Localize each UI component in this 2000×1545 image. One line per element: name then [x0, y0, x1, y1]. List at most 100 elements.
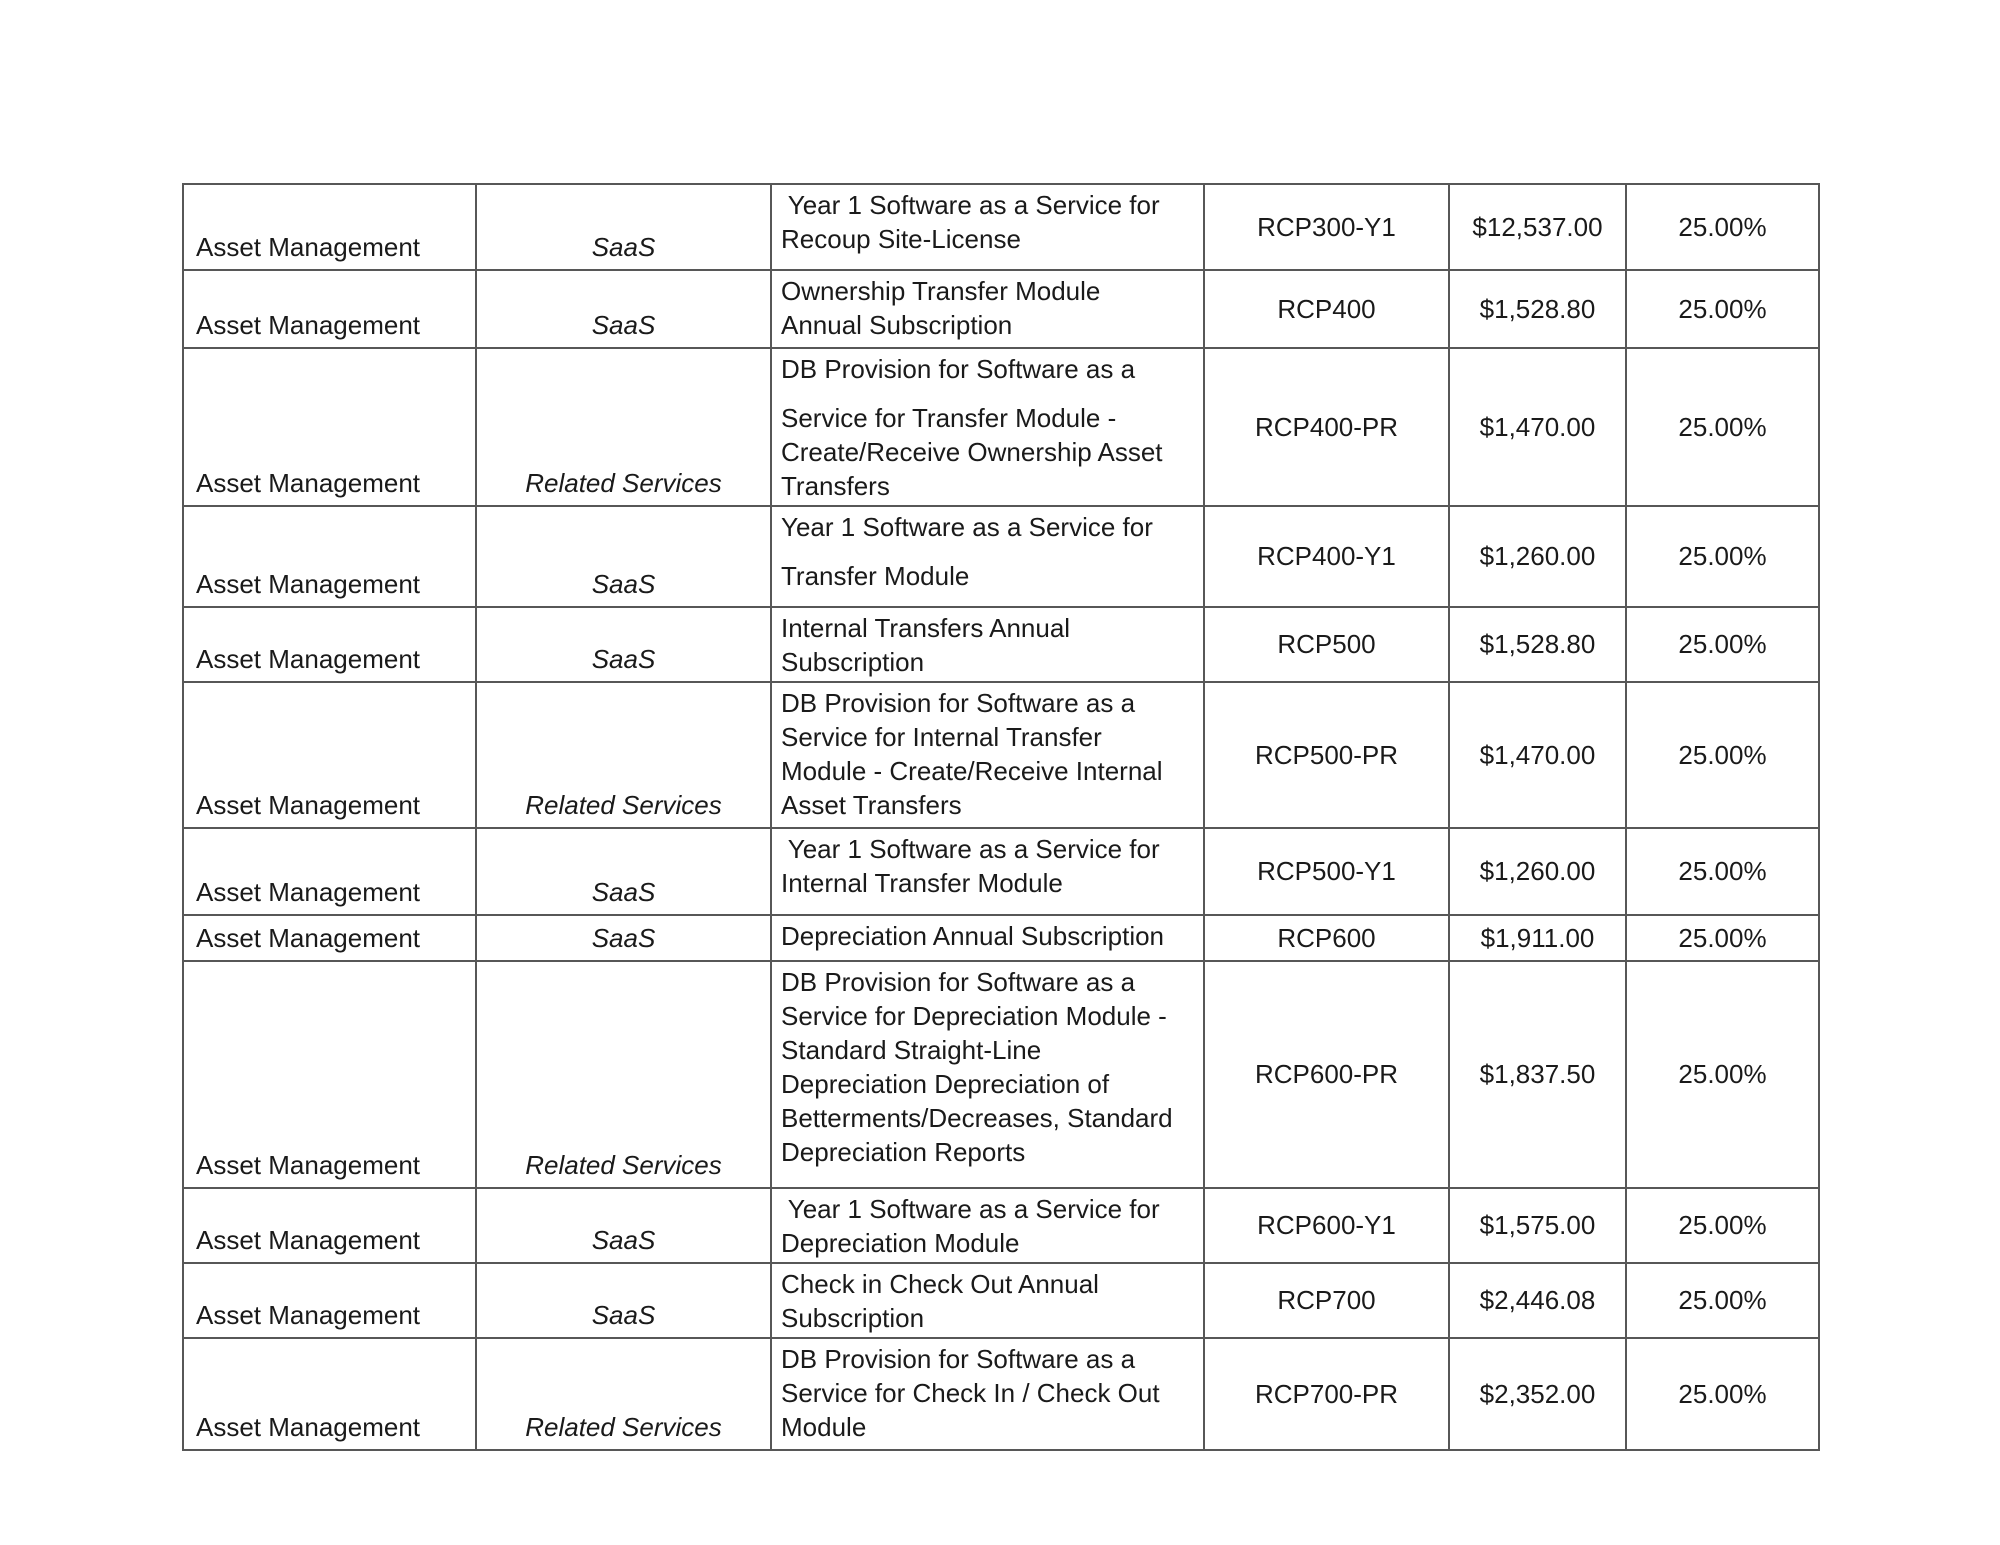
- description-line: Year 1 Software as a Service for: [781, 190, 1160, 220]
- cell-category: Asset Management: [182, 914, 477, 962]
- description-line: Transfers: [781, 471, 890, 501]
- cell-type: SaaS: [475, 1187, 772, 1264]
- table-row: Asset Management SaaS Year 1 Software as …: [182, 827, 1820, 916]
- cell-category: Asset Management: [182, 269, 477, 349]
- cell-product-code: RCP700: [1203, 1262, 1450, 1339]
- cell-description: Year 1 Software as a Service for Deprecia…: [770, 1187, 1205, 1264]
- cell-percent: 25.00%: [1625, 606, 1820, 683]
- pricing-table-body: Asset Management SaaS Year 1 Software as …: [182, 183, 1820, 1451]
- cell-description: Year 1 Software as a Service for Recoup S…: [770, 183, 1205, 271]
- description-line: DB Provision for Software as a: [781, 967, 1136, 997]
- description-paragraph: Year 1 Software as a Service for Deprecia…: [781, 1192, 1197, 1260]
- cell-percent: 25.00%: [1625, 827, 1820, 916]
- cell-percent: 25.00%: [1625, 914, 1820, 962]
- cell-product-code: RCP600-Y1: [1203, 1187, 1450, 1264]
- cell-type: SaaS: [475, 269, 772, 349]
- cell-price: $1,260.00: [1448, 827, 1627, 916]
- cell-product-code: RCP400-PR: [1203, 347, 1450, 507]
- cell-price: $1,528.80: [1448, 269, 1627, 349]
- cell-product-code: RCP300-Y1: [1203, 183, 1450, 271]
- cell-category: Asset Management: [182, 1337, 477, 1451]
- cell-type: Related Services: [475, 347, 772, 507]
- description-line: Asset Transfers: [781, 790, 962, 820]
- cell-description: Internal Transfers Annual Subscription: [770, 606, 1205, 683]
- cell-description: Check in Check Out Annual Subscription: [770, 1262, 1205, 1339]
- table-row: Asset Management Related Services DB Provi…: [182, 681, 1820, 829]
- cell-category: Asset Management: [182, 1187, 477, 1264]
- description-line: Annual Subscription: [781, 310, 1013, 340]
- cell-price: $1,837.50: [1448, 960, 1627, 1189]
- cell-percent: 25.00%: [1625, 960, 1820, 1189]
- description-line: DB Provision for Software as a: [781, 688, 1136, 718]
- description-line: Year 1 Software as a Service for: [781, 1194, 1160, 1224]
- cell-product-code: RCP400-Y1: [1203, 505, 1450, 608]
- table-row: Asset Management SaaS Internal Transfers A…: [182, 606, 1820, 683]
- cell-description: DB Provision for Software as a Service fo…: [770, 347, 1205, 507]
- description-line: Service for Check In / Check Out: [781, 1378, 1160, 1408]
- cell-description: DB Provision for Software as a Service fo…: [770, 681, 1205, 829]
- table-row: Asset Management SaaS Year 1 Software as a…: [182, 505, 1820, 608]
- cell-percent: 25.00%: [1625, 681, 1820, 829]
- description-line: Create/Receive Ownership Asset: [781, 437, 1163, 467]
- description-paragraph: Internal Transfers Annual Subscription: [781, 611, 1197, 679]
- cell-percent: 25.00%: [1625, 269, 1820, 349]
- description-paragraph: Service for Transfer Module - Create/Rece…: [781, 401, 1197, 503]
- description-paragraph: Year 1 Software as a Service for Recoup S…: [781, 188, 1197, 256]
- description-line: Year 1 Software as a Service for: [781, 512, 1153, 542]
- table-row: Asset Management Related Services DB Provi…: [182, 1337, 1820, 1451]
- table-row: Asset Management SaaS Ownership Transfer M…: [182, 269, 1820, 349]
- description-line: Year 1 Software as a Service for: [781, 834, 1160, 864]
- description-line: Subscription: [781, 647, 925, 677]
- description-paragraph: DB Provision for Software as a Service fo…: [781, 1342, 1197, 1444]
- description-paragraph: Depreciation Annual Subscription: [781, 919, 1197, 953]
- description-line: Module - Create/Receive Internal: [781, 756, 1163, 786]
- description-paragraph: DB Provision for Software as a Service fo…: [781, 965, 1197, 1169]
- cell-percent: 25.00%: [1625, 183, 1820, 271]
- description-line: Depreciation Reports: [781, 1137, 1026, 1167]
- table-row: Asset Management Related Services DB Provi…: [182, 347, 1820, 507]
- table-row: Asset Management SaaS Depreciation Annual …: [182, 914, 1820, 962]
- cell-price: $1,470.00: [1448, 681, 1627, 829]
- cell-type: SaaS: [475, 1262, 772, 1339]
- cell-description: Depreciation Annual Subscription: [770, 914, 1205, 962]
- cell-product-code: RCP500-Y1: [1203, 827, 1450, 916]
- description-line: Service for Internal Transfer: [781, 722, 1102, 752]
- cell-description: DB Provision for Software as a Service fo…: [770, 1337, 1205, 1451]
- cell-price: $1,260.00: [1448, 505, 1627, 608]
- cell-description: DB Provision for Software as a Service fo…: [770, 960, 1205, 1189]
- description-paragraph: Year 1 Software as a Service for Internal…: [781, 832, 1197, 900]
- cell-price: $1,470.00: [1448, 347, 1627, 507]
- cell-category: Asset Management: [182, 681, 477, 829]
- cell-category: Asset Management: [182, 347, 477, 507]
- cell-type: SaaS: [475, 505, 772, 608]
- description-line: Standard Straight-Line: [781, 1035, 1042, 1065]
- description-line: Service for Transfer Module -: [781, 403, 1117, 433]
- cell-category: Asset Management: [182, 183, 477, 271]
- description-paragraph: Check in Check Out Annual Subscription: [781, 1267, 1197, 1335]
- cell-product-code: RCP500-PR: [1203, 681, 1450, 829]
- cell-type: SaaS: [475, 914, 772, 962]
- cell-product-code: RCP600: [1203, 914, 1450, 962]
- cell-type: SaaS: [475, 183, 772, 271]
- cell-description: Year 1 Software as a Service for Internal…: [770, 827, 1205, 916]
- cell-percent: 25.00%: [1625, 1187, 1820, 1264]
- pricing-table: Asset Management SaaS Year 1 Software as …: [182, 183, 1820, 1451]
- cell-description: Ownership Transfer Module Annual Subscrip…: [770, 269, 1205, 349]
- cell-description: Year 1 Software as a Service for Transfer…: [770, 505, 1205, 608]
- cell-percent: 25.00%: [1625, 347, 1820, 507]
- description-line: DB Provision for Software as a: [781, 354, 1136, 384]
- description-line: Subscription: [781, 1303, 925, 1333]
- cell-price: $1,911.00: [1448, 914, 1627, 962]
- description-line: DB Provision for Software as a: [781, 1344, 1136, 1374]
- table-row: Asset Management SaaS Year 1 Software as …: [182, 183, 1820, 271]
- description-line: Ownership Transfer Module: [781, 276, 1101, 306]
- description-line: Service for Depreciation Module -: [781, 1001, 1167, 1031]
- cell-category: Asset Management: [182, 505, 477, 608]
- cell-price: $12,537.00: [1448, 183, 1627, 271]
- cell-price: $2,352.00: [1448, 1337, 1627, 1451]
- table-row: Asset Management Related Services DB Provi…: [182, 960, 1820, 1189]
- cell-type: Related Services: [475, 960, 772, 1189]
- description-paragraph: Transfer Module: [781, 559, 1197, 593]
- description-line: Depreciation Depreciation of: [781, 1069, 1110, 1099]
- description-line: Check in Check Out Annual: [781, 1269, 1099, 1299]
